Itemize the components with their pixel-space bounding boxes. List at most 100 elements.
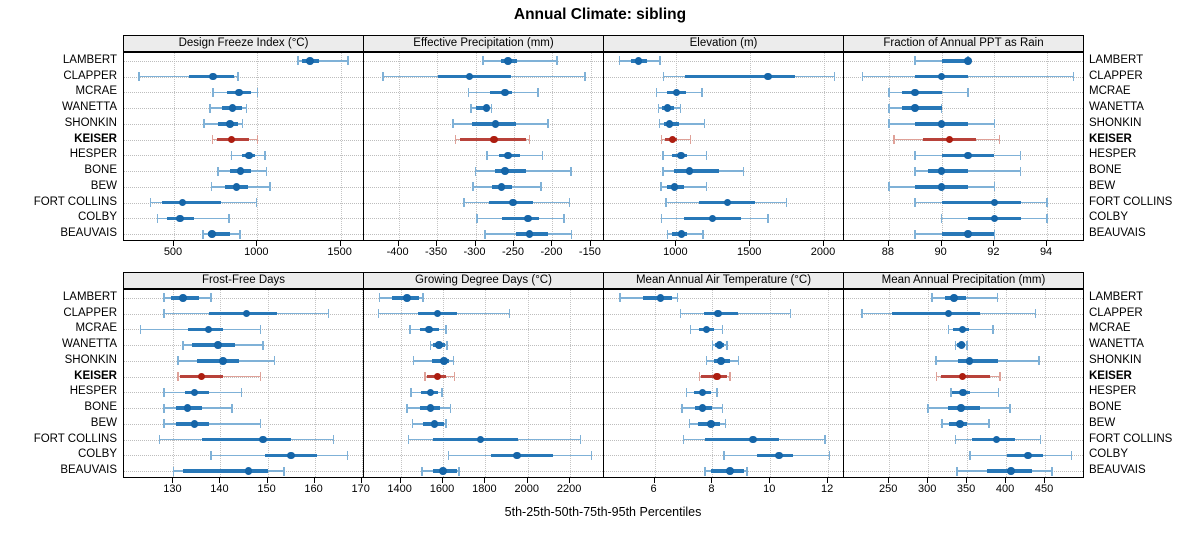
whisker-cap [240,387,243,397]
row-label: CLAPPER [63,306,117,319]
median-dot [435,341,443,349]
axis-tick-label: -300 [463,246,486,258]
horizontal-gridline [124,218,363,220]
whisker-cap [861,309,863,319]
vertical-gridline [712,290,714,477]
whisker-cap [914,166,916,176]
whisker-cap [297,56,299,66]
row-label: CLAPPER [63,69,117,82]
whisker-cap [264,150,266,160]
median-dot [490,135,498,144]
whisker-cap [676,293,679,303]
whisker-cap [453,372,456,382]
axis-tick [749,241,751,246]
whisker-cap [1072,72,1075,82]
whisker-cap [703,119,706,129]
row-label: BEW [90,416,117,429]
median-dot [944,309,953,318]
whisker-cap [688,419,691,429]
panel [603,52,844,241]
vertical-gridline [654,290,656,477]
whisker-cap [789,309,792,319]
panel-strip-title: Frost-Free Days [201,274,286,286]
median-dot [183,404,192,412]
panel-strip: Frost-Free Days [123,272,364,289]
vertical-gridline [994,53,996,240]
whisker-cap [482,56,484,66]
whisker-cap [177,356,179,366]
panel-strip-title: Mean Annual Precipitation (mm) [881,274,1046,286]
whisker-cap [265,166,268,176]
median-dot [957,404,965,412]
whisker-cap [698,372,701,382]
axis-tick [1005,478,1007,483]
vertical-gridline [220,290,222,477]
whisker-cap [452,119,454,129]
whisker-cap [158,435,161,445]
panel-strip: Mean Annual Air Temperature (°C) [603,272,844,289]
whisker-cap [927,403,929,413]
iqr-band-25th-75th [192,343,235,347]
median-dot [439,467,447,475]
median-dot [964,57,972,65]
whisker-cap [139,324,142,334]
median-dot [937,167,946,175]
median-dot [775,451,783,460]
vertical-gridline [340,53,342,240]
whisker-cap [332,435,335,445]
median-dot [957,341,966,349]
whisker-cap [893,135,895,145]
whisker-cap [665,198,667,208]
whisker-cap [935,372,938,382]
median-dot [992,435,1001,444]
whisker-cap [508,309,511,319]
row-label: MCRAE [1089,85,1131,98]
row-label: LAMBERT [62,53,117,66]
axis-tick [474,241,476,246]
whisker-cap [568,198,571,208]
iqr-band-25th-75th [891,311,981,316]
axis-tick [769,478,771,483]
whisker-cap [988,419,990,429]
median-dot [235,88,243,97]
median-dot [433,309,442,318]
vertical-gridline [257,53,259,240]
whisker-cap [172,466,175,476]
whisker-cap [950,387,952,397]
iqr-band-25th-75th [162,200,222,205]
horizontal-gridline [124,60,363,62]
whisker-cap [689,324,692,334]
axis-tick-label: 140 [210,483,229,495]
median-dot [964,151,972,160]
row-label: HESPER [69,148,117,161]
median-dot [677,230,686,238]
horizontal-gridline [364,155,603,157]
row-label: LAMBERT [1089,53,1144,66]
axis-tick-label: 1800 [472,483,497,495]
axis-tick [513,241,514,246]
axis-tick-label: 90 [934,246,947,258]
vertical-gridline [928,290,930,477]
whisker-cap [259,419,262,429]
axis-tick [711,478,713,483]
panel-strip-title: Effective Precipitation (mm) [413,37,554,49]
vertical-gridline [443,290,444,477]
row-label: BONE [1089,164,1122,177]
whisker-cap [1046,198,1048,208]
axis-tick [1044,478,1046,483]
whisker-cap [993,182,996,192]
whisker-cap [935,356,937,366]
axis-tick [173,241,174,246]
whisker-cap [967,87,969,97]
chart-title: Annual Climate: sibling [513,6,687,23]
vertical-gridline [676,53,678,240]
whisker-cap [705,182,708,192]
panel-strip-title: Mean Annual Air Temperature (°C) [635,274,812,286]
horizontal-gridline [604,392,843,394]
axis-tick-label: -250 [501,246,525,258]
whisker-cap [421,466,423,476]
axis-tick [569,478,571,483]
whisker-cap [446,340,448,350]
panel-strip-title: Fraction of Annual PPT as Rain [883,37,1044,49]
axis-tick-label: 92 [987,246,1000,258]
